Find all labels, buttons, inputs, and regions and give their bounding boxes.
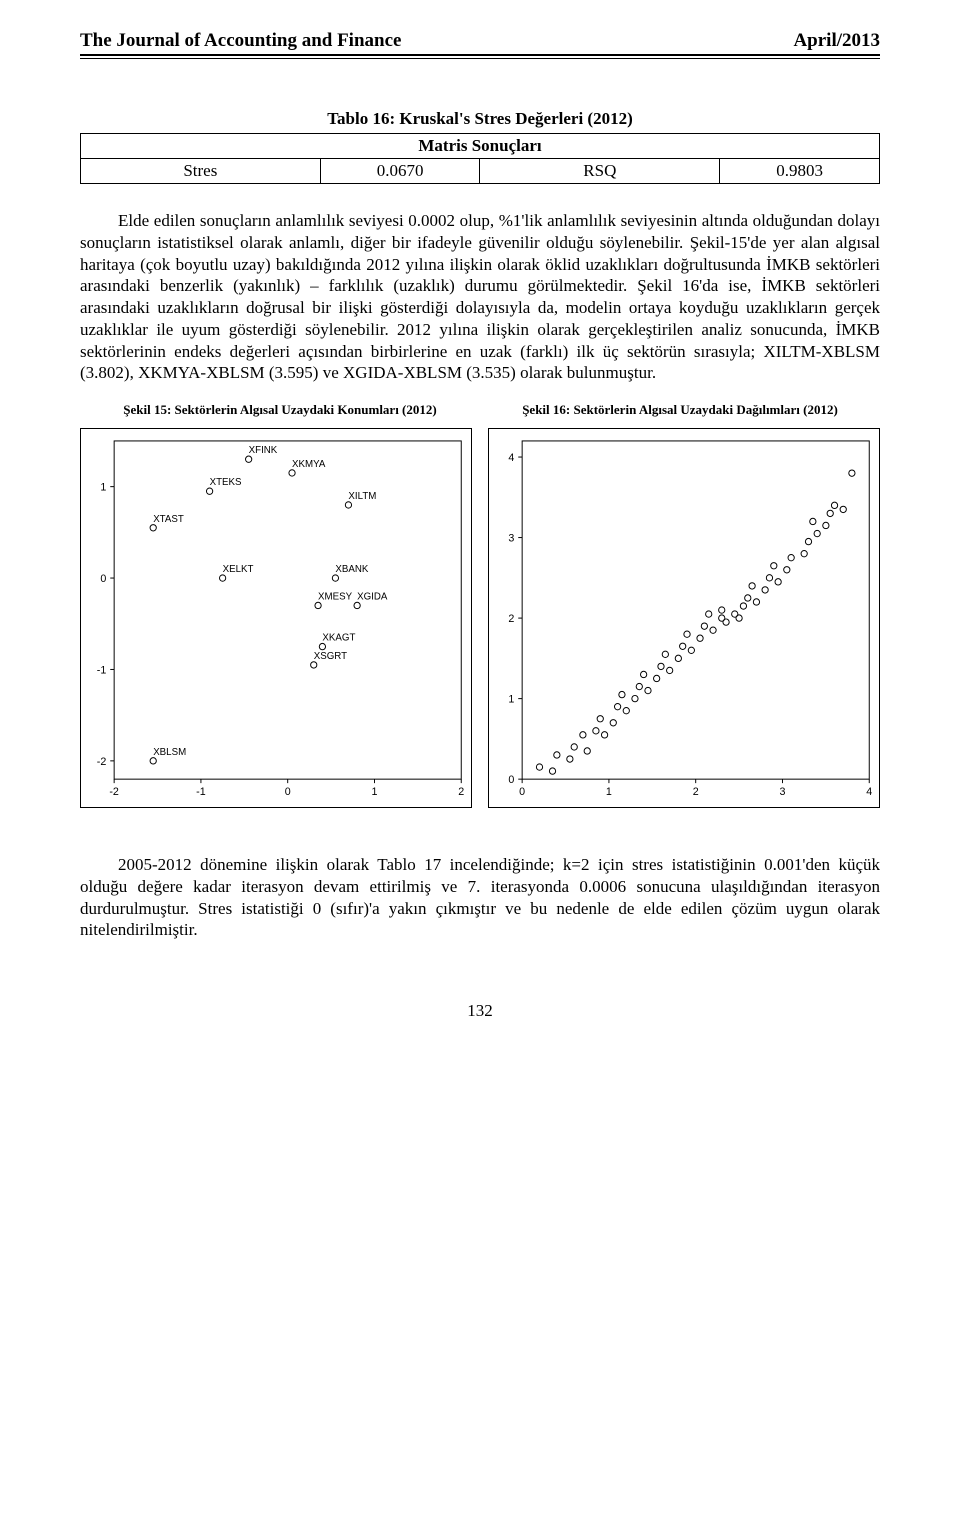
svg-text:XTAST: XTAST xyxy=(153,514,184,525)
figure-16-title: Şekil 16: Sektörlerin Algısal Uzaydaki D… xyxy=(480,402,880,418)
svg-text:1: 1 xyxy=(508,694,514,706)
cell-stres-val: 0.0670 xyxy=(320,159,480,184)
svg-text:3: 3 xyxy=(779,786,785,798)
svg-text:0: 0 xyxy=(508,774,514,786)
cell-rsq-val: 0.9803 xyxy=(720,159,880,184)
svg-text:XFINK: XFINK xyxy=(249,445,278,456)
svg-text:XKMYA: XKMYA xyxy=(292,459,326,470)
svg-text:XMESY: XMESY xyxy=(318,591,353,602)
page-number: 132 xyxy=(80,1001,880,1021)
svg-text:1: 1 xyxy=(100,482,106,494)
svg-text:2: 2 xyxy=(693,786,699,798)
svg-text:0: 0 xyxy=(285,786,291,798)
svg-text:-2: -2 xyxy=(97,756,107,768)
svg-text:XBANK: XBANK xyxy=(335,564,368,575)
svg-text:0: 0 xyxy=(100,573,106,585)
svg-text:XKAGT: XKAGT xyxy=(322,633,355,644)
svg-text:4: 4 xyxy=(508,452,514,464)
figure-16-chart: 0 1 2 3 4 0 1 2 3 4 xyxy=(488,428,880,808)
svg-text:XTEKS: XTEKS xyxy=(210,477,242,488)
svg-text:1: 1 xyxy=(606,786,612,798)
svg-text:0: 0 xyxy=(519,786,525,798)
cell-stres-label: Stres xyxy=(81,159,321,184)
paragraph-1: Elde edilen sonuçların anlamlılık seviye… xyxy=(80,210,880,384)
svg-text:3: 3 xyxy=(508,532,514,544)
figure-15-title: Şekil 15: Sektörlerin Algısal Uzaydaki K… xyxy=(80,402,480,418)
table-caption: Tablo 16: Kruskal's Stres Değerleri (201… xyxy=(80,109,880,129)
figure-15-chart: -2 -1 0 1 2 -2 -1 0 1 XFINK XKMYA XTEKS XILTM XTAST XE… xyxy=(80,428,472,808)
svg-text:-1: -1 xyxy=(97,664,107,676)
svg-text:-2: -2 xyxy=(109,786,119,798)
svg-text:XSGRT: XSGRT xyxy=(314,651,347,662)
journal-title: The Journal of Accounting and Finance xyxy=(80,30,401,52)
svg-text:-1: -1 xyxy=(196,786,206,798)
svg-text:2: 2 xyxy=(458,786,464,798)
svg-text:XELKT: XELKT xyxy=(223,564,254,575)
svg-text:XILTM: XILTM xyxy=(348,491,376,502)
svg-text:XGIDA: XGIDA xyxy=(357,591,388,602)
svg-text:XBLSM: XBLSM xyxy=(153,747,186,758)
header-rule xyxy=(80,54,880,59)
cell-rsq-label: RSQ xyxy=(480,159,720,184)
table-row: Stres 0.0670 RSQ 0.9803 xyxy=(81,159,880,184)
paragraph-2: 2005-2012 dönemine ilişkin olarak Tablo … xyxy=(80,854,880,941)
svg-text:2: 2 xyxy=(508,613,514,625)
table-subcaption: Matris Sonuçları xyxy=(81,134,880,159)
issue-date: April/2013 xyxy=(793,30,880,52)
matris-table: Matris Sonuçları Stres 0.0670 RSQ 0.9803 xyxy=(80,133,880,184)
svg-text:1: 1 xyxy=(371,786,377,798)
svg-text:4: 4 xyxy=(866,786,872,798)
